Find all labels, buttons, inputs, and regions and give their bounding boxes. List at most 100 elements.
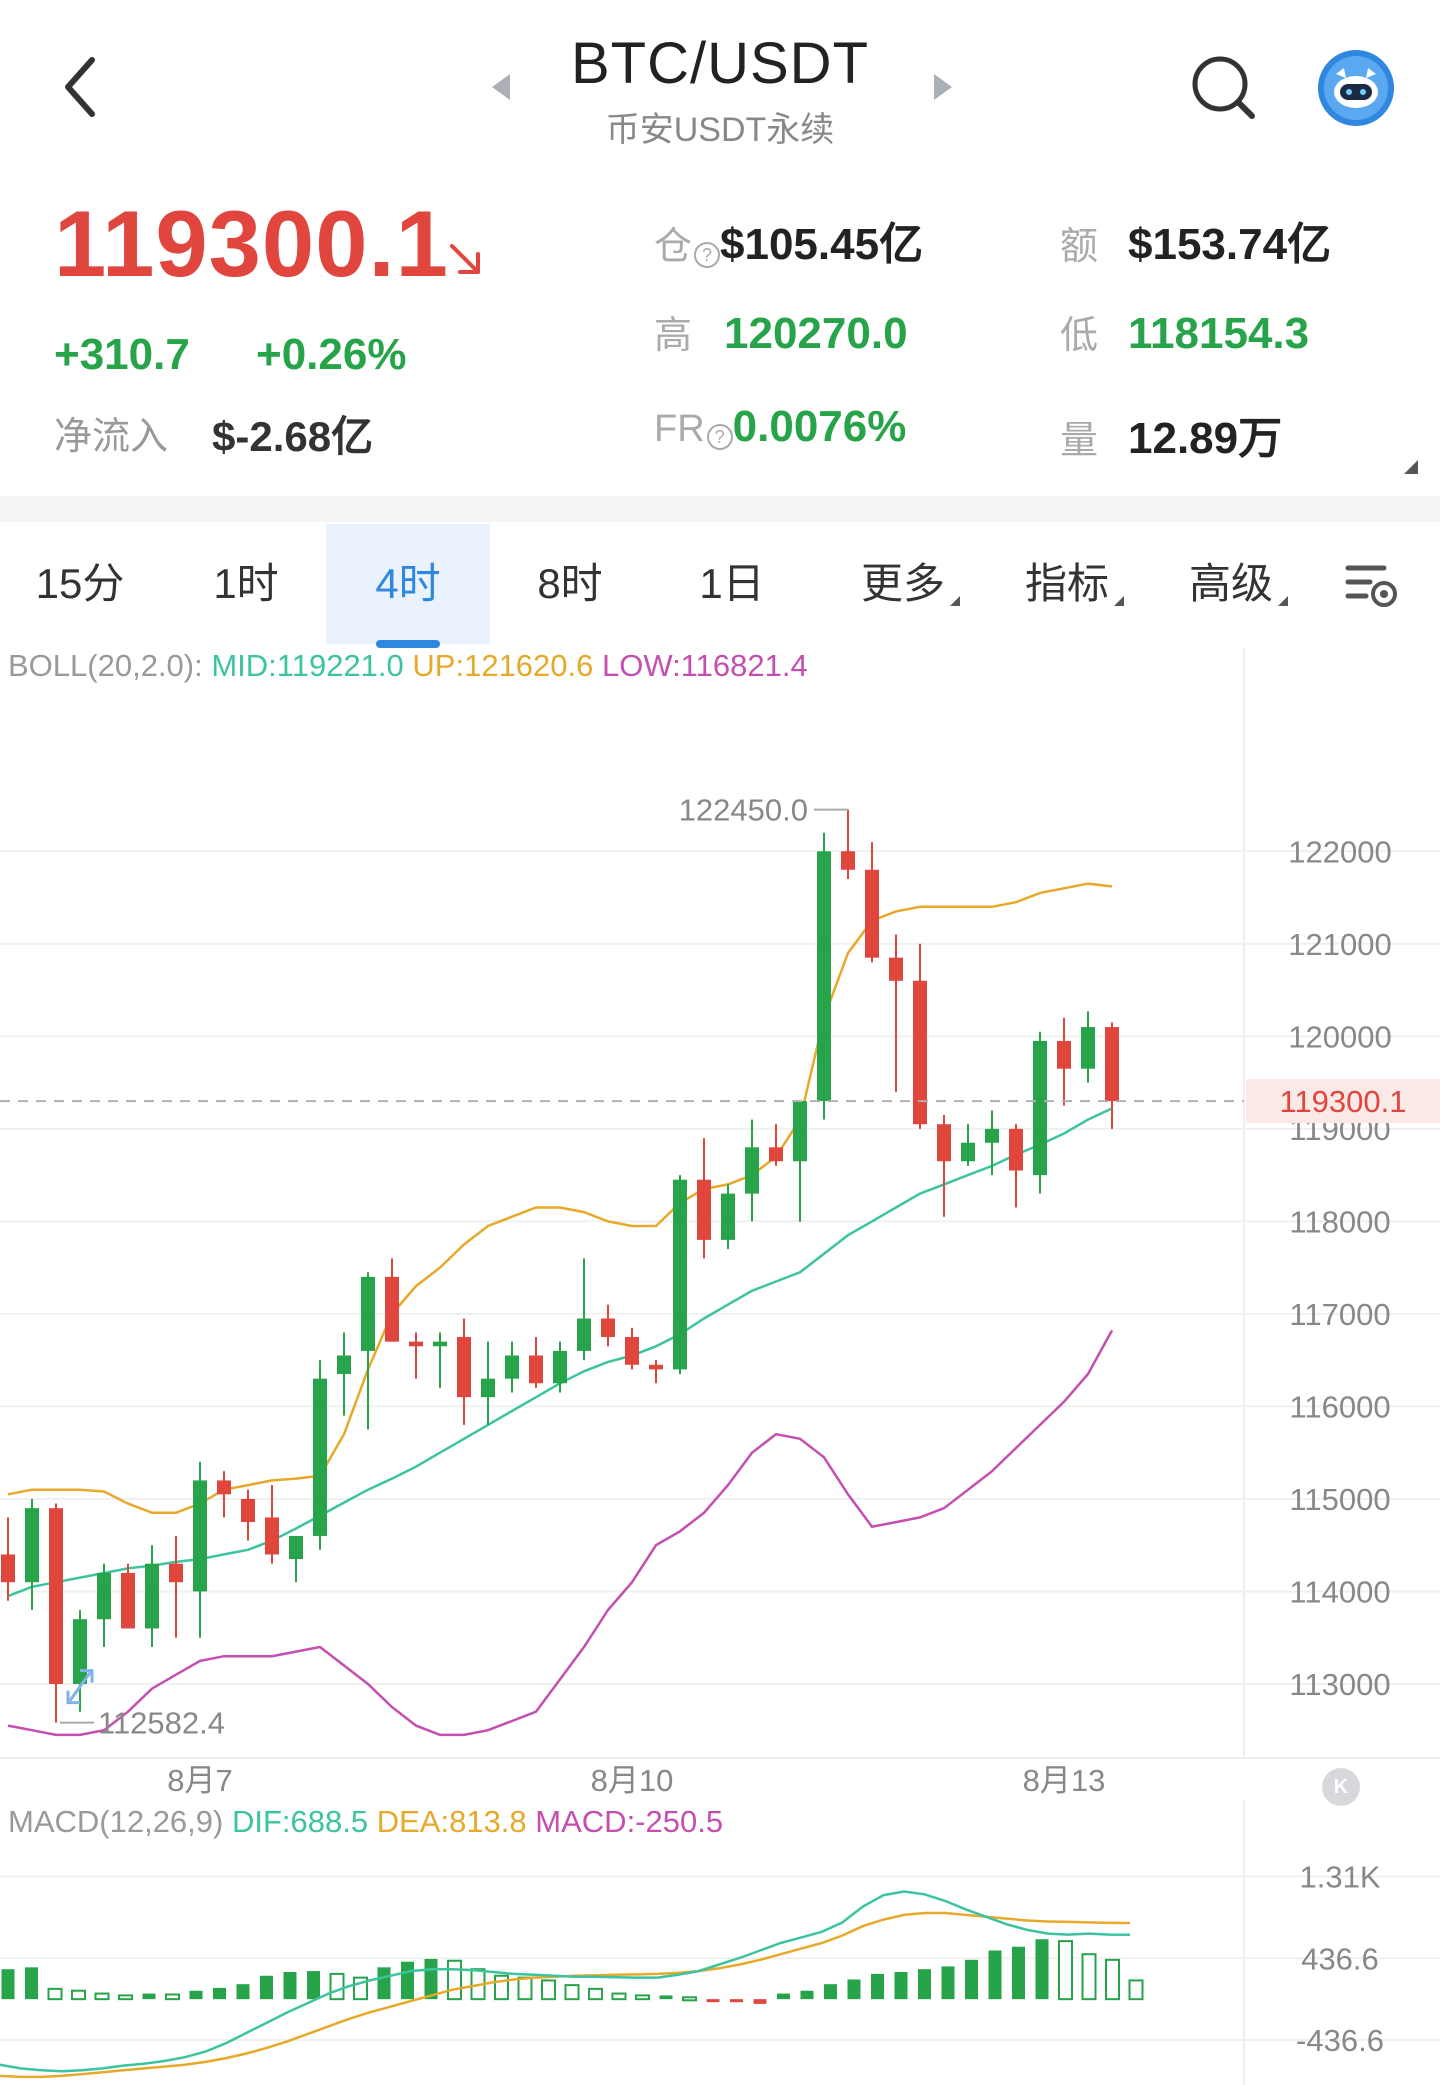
k-line-icon[interactable]: K bbox=[1322, 1768, 1360, 1806]
boll-low: LOW:116821.4 bbox=[602, 648, 808, 683]
candle-body bbox=[1009, 1128, 1023, 1171]
candle-body bbox=[217, 1480, 231, 1495]
macd-dif: DIF:688.5 bbox=[231, 1804, 369, 1839]
macd-name: MACD(12,26,9) bbox=[8, 1804, 224, 1839]
macd-histogram-bar bbox=[1, 1969, 15, 2000]
robot-avatar-icon[interactable] bbox=[1316, 48, 1396, 128]
change-percent: +0.26% bbox=[256, 330, 407, 379]
tab-indicators[interactable]: 指标 bbox=[982, 524, 1152, 644]
candle-body bbox=[49, 1508, 63, 1684]
candle-body bbox=[505, 1355, 519, 1379]
change-absolute: +310.7 bbox=[54, 330, 190, 379]
last-price-label: 119300.1 bbox=[1280, 1084, 1407, 1119]
tab-label: 指标 bbox=[1024, 560, 1109, 607]
candle-body bbox=[289, 1535, 303, 1560]
y-tick-label: 117000 bbox=[1289, 1297, 1390, 1332]
tab-advanced[interactable]: 高级 bbox=[1146, 524, 1316, 644]
tab-label: 1时 bbox=[213, 560, 279, 607]
macd-histogram-bar bbox=[118, 1994, 133, 2001]
chevron-left-icon[interactable] bbox=[56, 52, 104, 122]
help-icon[interactable]: ? bbox=[694, 241, 721, 268]
expand-corner-icon[interactable] bbox=[1404, 460, 1418, 474]
macd-histogram-bar bbox=[447, 1959, 462, 2001]
macd-histogram-bar bbox=[894, 1972, 908, 2000]
min-price-label: 112582.4 bbox=[98, 1706, 225, 1741]
macd-histogram-bar bbox=[824, 1984, 837, 2000]
tab-label: 8时 bbox=[537, 560, 603, 607]
funding-rate-stat[interactable]: FR? 0.0076% bbox=[654, 402, 906, 452]
funding-rate-value: 0.0076% bbox=[732, 402, 907, 451]
macd-histogram-bar bbox=[611, 1992, 627, 2001]
netflow-label: 净流入 bbox=[54, 416, 169, 458]
candle-body bbox=[673, 1179, 687, 1370]
candle-body bbox=[241, 1498, 255, 1523]
open-interest-stat[interactable]: 仓? $105.45亿 bbox=[654, 208, 923, 272]
volume-stat: 量 12.89万 bbox=[1060, 402, 1282, 466]
candle-body bbox=[457, 1337, 471, 1398]
candle-body bbox=[121, 1572, 135, 1629]
candle-body bbox=[385, 1276, 399, 1342]
candle-body bbox=[649, 1364, 663, 1370]
candlestick-chart[interactable]: 1220001210001200001190001180001170001160… bbox=[0, 648, 1440, 1798]
tab-15m[interactable]: 15分 bbox=[0, 524, 160, 644]
macd-histogram-bar bbox=[260, 1975, 273, 2000]
tab-more[interactable]: 更多 bbox=[818, 524, 988, 644]
pair-title[interactable]: BTC/USDT bbox=[571, 31, 869, 96]
macd-histogram-bar bbox=[213, 1987, 226, 2000]
macd-histogram-bar bbox=[1105, 1958, 1120, 2001]
candle-body bbox=[409, 1341, 423, 1347]
y-tick-label: 118000 bbox=[1289, 1204, 1390, 1239]
macd-histogram-bar bbox=[918, 1969, 931, 2000]
macd-histogram-bar bbox=[1035, 1939, 1049, 2000]
y-tick-label: 113000 bbox=[1289, 1667, 1390, 1702]
top-bar: BTC/USDT 币安USDT永续 bbox=[0, 0, 1440, 170]
dropdown-triangle-icon bbox=[950, 596, 960, 606]
candle-body bbox=[25, 1508, 39, 1583]
tab-1d[interactable]: 1日 bbox=[652, 524, 812, 644]
help-icon[interactable]: ? bbox=[706, 423, 733, 450]
tab-label: 4时 bbox=[375, 560, 441, 607]
macd-histogram-bar bbox=[283, 1972, 297, 2000]
macd-histogram-bar bbox=[94, 1992, 110, 2001]
boll-name: BOLL(20,2.0): bbox=[8, 648, 203, 683]
dropdown-triangle-icon bbox=[1114, 596, 1124, 606]
macd-chart[interactable]: 1.31K 436.6 -436.6 bbox=[0, 1800, 1440, 2085]
macd-histogram-bar bbox=[753, 1999, 767, 2004]
macd-value: MACD:-250.5 bbox=[535, 1804, 724, 1839]
macd-legend: MACD(12,26,9) DIF:688.5 DEA:813.8 MACD:-… bbox=[8, 1804, 723, 1840]
candle-body bbox=[1, 1554, 15, 1583]
y-tick-label: 122000 bbox=[1288, 834, 1391, 869]
macd-histogram-bar bbox=[965, 1959, 978, 2000]
high-label: 高 bbox=[654, 315, 693, 357]
low-value: 118154.3 bbox=[1128, 309, 1310, 358]
tab-4h[interactable]: 4时 bbox=[326, 524, 490, 644]
expand-arrow bbox=[80, 1669, 94, 1683]
interval-tabs: 15分 1时 4时 8时 1日 更多 指标 高级 bbox=[0, 524, 1440, 644]
candle-body bbox=[97, 1572, 111, 1620]
macd-histogram-bar bbox=[871, 1973, 884, 2000]
triangle-right-icon[interactable] bbox=[930, 70, 956, 104]
expand-arrow bbox=[66, 1690, 80, 1705]
boll-lower-line bbox=[7, 1329, 1114, 1737]
macd-histogram-bar bbox=[517, 1976, 533, 2001]
candle-body bbox=[721, 1193, 735, 1240]
y-tick-label: 114000 bbox=[1289, 1574, 1390, 1609]
low-stat: 低 118154.3 bbox=[1060, 304, 1309, 359]
search-icon[interactable] bbox=[1188, 52, 1258, 122]
tab-label: 高级 bbox=[1188, 560, 1273, 607]
tab-1h[interactable]: 1时 bbox=[166, 524, 326, 644]
candle-body bbox=[577, 1318, 591, 1351]
candle-body bbox=[793, 1101, 807, 1162]
chart-settings-icon[interactable] bbox=[1344, 560, 1400, 612]
macd-histogram-bar bbox=[988, 1950, 1002, 2000]
exchange-subtitle: 币安USDT永续 bbox=[605, 111, 835, 149]
candle-body bbox=[625, 1337, 639, 1365]
y-tick-label: 121000 bbox=[1288, 927, 1391, 962]
x-tick-label: 8月13 bbox=[1023, 1763, 1106, 1798]
tab-8h[interactable]: 8时 bbox=[490, 524, 650, 644]
macd-histogram-bar bbox=[71, 1989, 86, 2001]
y-tick-label: 120000 bbox=[1288, 1019, 1391, 1054]
triangle-left-icon[interactable] bbox=[488, 70, 514, 104]
macd-histogram-bar bbox=[730, 1999, 743, 2003]
macd-histogram-bar bbox=[800, 1990, 814, 2000]
